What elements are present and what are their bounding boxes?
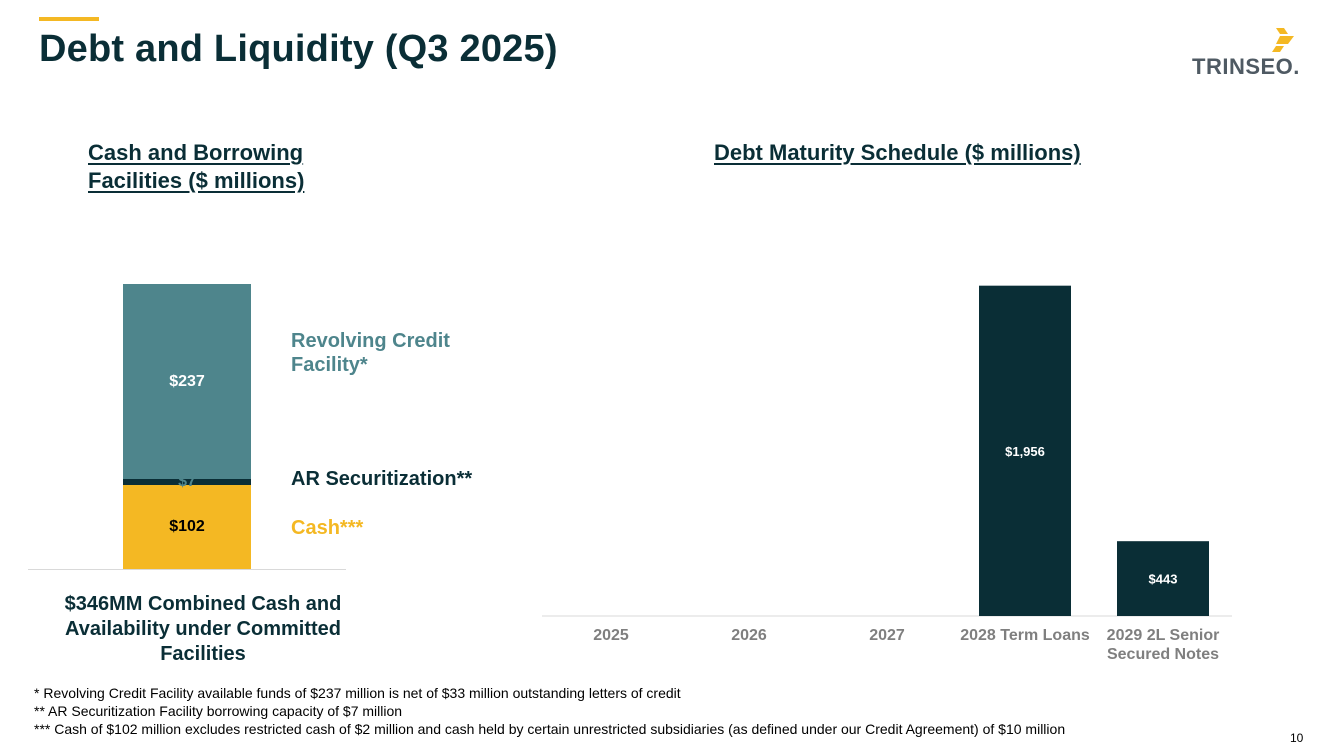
- maturity-bar: [979, 285, 1071, 616]
- maturity-bar: [1117, 541, 1209, 616]
- title-accent-bar: [39, 17, 99, 21]
- bar-data-label: $237: [169, 372, 205, 390]
- legend-ar-securitization: AR Securitization**: [291, 468, 473, 490]
- logo-wordmark: TRINSEO.: [1192, 54, 1300, 79]
- bar-data-label: $102: [169, 517, 205, 535]
- bar-segment-ar-securitization: $7: [123, 473, 251, 490]
- legend-revolving-credit: Revolving Credit Facility*: [291, 330, 450, 376]
- maturity-category-label: 2025: [593, 627, 629, 644]
- maturity-category-label: 2029 2L Senior Secured Notes: [1106, 627, 1220, 663]
- cash-section-title: Cash and Borrowing Facilities ($ million…: [88, 140, 305, 193]
- footnote-cash: *** Cash of $102 million excludes restri…: [34, 721, 1066, 737]
- bar-segment-revolving-credit: $237: [123, 284, 251, 480]
- footnote-revolving: * Revolving Credit Facility available fu…: [34, 685, 681, 701]
- page-number: 10: [1290, 731, 1304, 745]
- bar-segment-cash: $102: [123, 484, 251, 569]
- maturity-section-title: Debt Maturity Schedule ($ millions): [714, 140, 1081, 165]
- maturity-bar-label: $1,956: [1005, 444, 1045, 459]
- maturity-category-label: 2028 Term Loans: [960, 627, 1090, 644]
- maturity-category-label: 2026: [731, 627, 767, 644]
- combined-liquidity-note: $346MM Combined Cash and Availability un…: [64, 593, 342, 665]
- footnotes: * Revolving Credit Facility available fu…: [34, 684, 1065, 738]
- page-title: Debt and Liquidity (Q3 2025): [39, 28, 558, 70]
- trinseo-logo-icon: [1272, 28, 1294, 52]
- maturity-category-label: 2027: [869, 627, 905, 644]
- trinseo-logo: TRINSEO.: [1192, 26, 1304, 82]
- cash-chart-baseline: [28, 569, 346, 570]
- maturity-bar-label: $443: [1149, 572, 1178, 587]
- footnote-ar: ** AR Securitization Facility borrowing …: [34, 703, 403, 719]
- legend-cash: Cash***: [291, 517, 364, 539]
- debt-maturity-chart: $1,956 $443: [542, 285, 1232, 617]
